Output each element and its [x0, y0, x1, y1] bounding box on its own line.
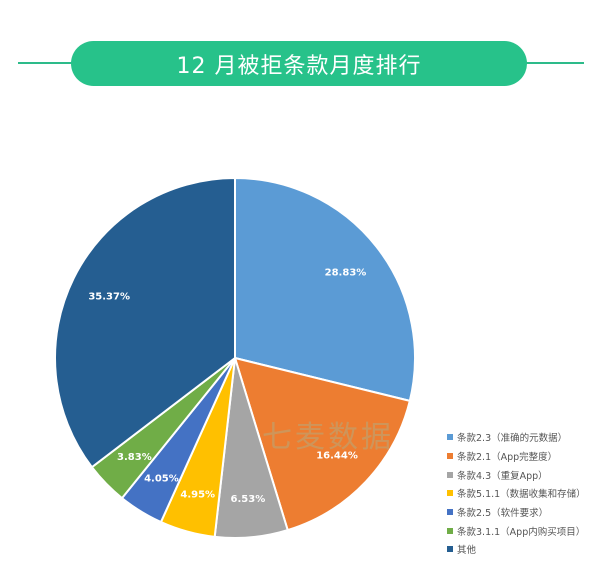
- legend-label: 条款2.1（App完整度）: [457, 452, 558, 464]
- pie-slice: [234, 176, 416, 403]
- legend-swatch: [447, 434, 453, 441]
- slice-data-label: 35.37%: [88, 292, 130, 303]
- legend-item: 条款4.3（重复App）: [447, 465, 597, 484]
- slice-data-label: 4.95%: [180, 489, 215, 500]
- legend-label: 条款4.3（重复App）: [457, 470, 548, 482]
- legend-swatch: [447, 509, 453, 516]
- legend-item: 条款2.3（准确的元数据）: [447, 428, 597, 447]
- chart-legend: 条款2.3（准确的元数据） 条款2.1（App完整度） 条款4.3（重复App） 条款…: [447, 428, 597, 559]
- slice-data-label: 16.44%: [316, 450, 358, 461]
- legend-swatch: [447, 490, 453, 497]
- legend-label: 条款5.1.1（数据收集和存储）: [457, 489, 586, 501]
- chart-title: 12 月被拒条款月度排行: [176, 53, 422, 79]
- slice-data-label: 28.83%: [325, 267, 367, 278]
- slice-data-label: 6.53%: [231, 494, 266, 505]
- legend-label: 其他: [457, 545, 477, 557]
- legend-swatch: [447, 527, 453, 534]
- legend-item: 条款2.5（软件要求）: [447, 503, 597, 522]
- header-banner: 12 月被拒条款月度排行: [71, 41, 527, 86]
- slice-data-label: 4.05%: [144, 474, 179, 485]
- legend-item: 条款2.1（App完整度）: [447, 447, 597, 466]
- legend-item: 条款3.1.1（App内购买项目）: [447, 521, 597, 540]
- legend-swatch: [447, 453, 453, 460]
- header-line-left: [18, 62, 78, 64]
- legend-label: 条款2.3（准确的元数据）: [457, 433, 568, 445]
- pie-slice: [54, 176, 236, 469]
- pie-slice: [233, 356, 412, 532]
- legend-swatch: [447, 546, 453, 553]
- legend-label: 条款2.5（软件要求）: [457, 508, 549, 520]
- legend-label: 条款3.1.1（App内购买项目）: [457, 526, 586, 538]
- legend-item: 条款5.1.1（数据收集和存储）: [447, 484, 597, 503]
- slice-data-label: 3.83%: [117, 452, 152, 463]
- legend-item: 其他: [447, 540, 597, 559]
- header-line-right: [522, 62, 584, 64]
- legend-swatch: [447, 471, 453, 478]
